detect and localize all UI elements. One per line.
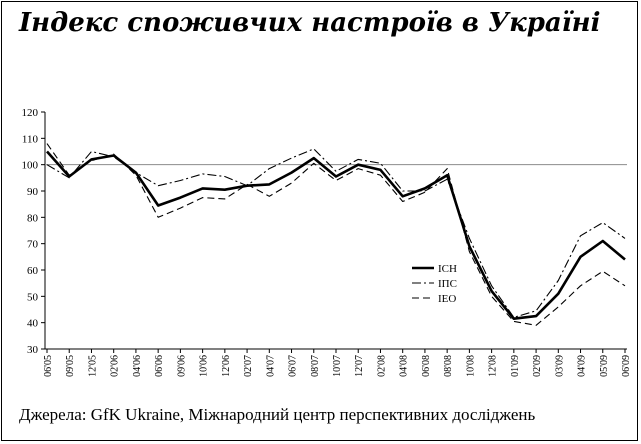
x-tick-label: 04'07 xyxy=(265,355,276,377)
y-tick-label: 110 xyxy=(22,133,39,145)
x-tick-label: 12'07 xyxy=(354,355,365,377)
y-tick-label: 70 xyxy=(27,239,39,251)
x-tick-label: 02'07 xyxy=(243,355,254,377)
x-tick-label: 06'08 xyxy=(421,355,432,377)
y-tick-label: 30 xyxy=(27,344,39,356)
line-chart: 30 40 50 60 70 80 90 100 110 120 06'05 09'05 12'05 02… xyxy=(22,107,633,377)
x-tick-label: 09'05 xyxy=(65,355,76,377)
x-tick-label: 06'06 xyxy=(154,355,165,377)
x-tick-label: 09'06 xyxy=(176,355,187,377)
x-tick-label: 08'08 xyxy=(443,355,454,377)
x-tick-label: 02'06 xyxy=(110,355,121,377)
series-line-ІПС xyxy=(46,148,626,318)
x-tick-label: 04'06 xyxy=(132,355,143,377)
y-tick-label: 60 xyxy=(27,265,39,277)
legend-label-ІПС: ІПС xyxy=(438,278,457,290)
x-tick-label: 06'09 xyxy=(621,355,632,377)
series-line-ICH xyxy=(46,150,626,321)
y-tick-label: 100 xyxy=(22,160,39,172)
y-tick-label: 40 xyxy=(27,318,39,330)
x-tick-label: 03'09 xyxy=(554,355,565,377)
x-tick-label: 05'09 xyxy=(599,355,610,377)
x-tick-label: 10'06 xyxy=(199,355,210,377)
x-tick-label: 04'08 xyxy=(399,355,410,377)
x-tick-label: 02'09 xyxy=(532,355,543,377)
x-tick-label: 06'07 xyxy=(288,355,299,377)
x-tick-label: 12'06 xyxy=(221,355,232,377)
legend-label-ICH: ICH xyxy=(438,263,457,275)
x-tick-label: 12'05 xyxy=(87,355,98,377)
chart-title: Індекс споживчих настроїв в Україні xyxy=(19,8,601,38)
x-tick-label: 12'08 xyxy=(488,355,499,377)
x-tick-label: 04'09 xyxy=(577,355,588,377)
y-tick-label: 120 xyxy=(22,107,39,119)
x-tick-label: 10'08 xyxy=(465,355,476,377)
y-tick-label: 80 xyxy=(27,212,39,224)
x-tick-label: 02'08 xyxy=(376,355,387,377)
legend-label-IEO: IEO xyxy=(438,293,456,305)
y-tick-label: 50 xyxy=(27,291,39,303)
x-tick-label: 06'05 xyxy=(43,355,54,377)
x-tick-label: 08'07 xyxy=(310,355,321,377)
series-line-IEO xyxy=(46,143,626,326)
x-tick-label: 10'07 xyxy=(332,355,343,377)
y-tick-label: 90 xyxy=(27,186,39,198)
x-tick-label: 01'09 xyxy=(510,355,521,377)
source-note: Джерела: GfK Ukraine, Міжнародний центр … xyxy=(19,405,536,424)
